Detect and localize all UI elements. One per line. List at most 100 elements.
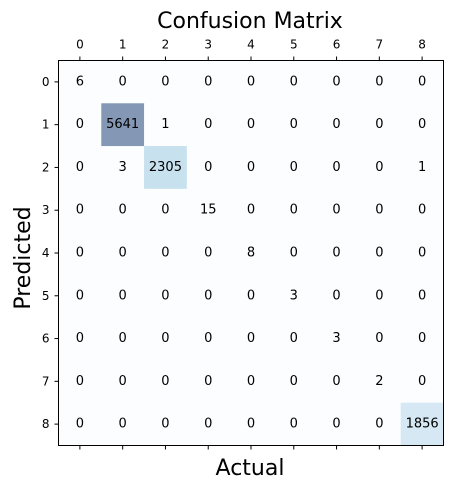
- heatmap-cell-6-8: [400, 317, 444, 361]
- heatmap-cell-8-1: [101, 402, 145, 446]
- cell-value-7-2: 0: [161, 374, 169, 389]
- cell-value-2-1: 3: [119, 160, 127, 175]
- y-tick-label-5: 5: [42, 289, 50, 303]
- y-axis-label: Predicted: [11, 206, 36, 309]
- cell-value-0-8: 0: [418, 74, 426, 89]
- heatmap-cell-4-1: [101, 231, 145, 275]
- cell-value-0-4: 0: [247, 74, 255, 89]
- heatmap-cell-8-7: [357, 402, 402, 446]
- cell-value-1-4: 0: [247, 117, 255, 132]
- cell-value-5-0: 0: [76, 288, 84, 303]
- heatmap-cell-1-3: [186, 103, 231, 147]
- heatmap-cell-4-7: [357, 231, 402, 275]
- cell-value-8-1: 0: [119, 417, 127, 432]
- heatmap-cell-3-5: [272, 188, 316, 233]
- y-tick-label-4: 4: [42, 246, 50, 260]
- heatmap-cell-3-0: [58, 188, 102, 233]
- heatmap-cell-3-3: [186, 188, 231, 233]
- heatmap-cell-7-8: [400, 359, 444, 404]
- cell-value-6-2: 0: [161, 331, 169, 346]
- heatmap-cell-2-1: [101, 146, 145, 190]
- heatmap-cell-4-4: [229, 231, 273, 275]
- y-tick-label-0: 0: [42, 75, 50, 89]
- heatmap-cell-2-5: [272, 146, 316, 190]
- heatmap-cell-4-6: [315, 231, 359, 275]
- heatmap-cell-7-3: [186, 359, 231, 404]
- heatmap-cell-3-1: [101, 188, 145, 233]
- cell-value-4-5: 0: [290, 246, 298, 261]
- heatmap-cell-3-7: [357, 188, 402, 233]
- heatmap-cell-0-8: [400, 60, 444, 104]
- cell-value-2-4: 0: [247, 160, 255, 175]
- heatmap-cell-2-2: [144, 146, 188, 190]
- cell-value-1-1: 5641: [106, 117, 139, 132]
- x-tick-label-7: 7: [376, 38, 384, 52]
- heatmap-cell-7-0: [58, 359, 102, 404]
- heatmap-cell-6-3: [186, 317, 231, 361]
- cell-value-4-6: 0: [332, 246, 340, 261]
- heatmap-cell-0-7: [357, 60, 402, 104]
- cell-value-5-2: 0: [161, 288, 169, 303]
- heatmap-cell-8-8: [400, 402, 444, 446]
- heatmap-cell-7-4: [229, 359, 273, 404]
- cell-value-8-2: 0: [161, 417, 169, 432]
- heatmap-cell-4-2: [144, 231, 188, 275]
- cell-value-2-0: 0: [76, 160, 84, 175]
- cell-value-8-0: 0: [76, 417, 84, 432]
- cell-value-5-7: 0: [375, 288, 383, 303]
- x-axis-label: Actual: [216, 456, 285, 481]
- plot-frame: [58, 60, 444, 446]
- cell-value-7-6: 0: [332, 374, 340, 389]
- cell-value-4-2: 0: [161, 246, 169, 261]
- heatmap-cell-6-1: [101, 317, 145, 361]
- cell-value-2-6: 0: [332, 160, 340, 175]
- cell-value-4-7: 0: [375, 246, 383, 261]
- x-tick-label-5: 5: [290, 38, 298, 52]
- heatmap-cell-1-4: [229, 103, 273, 147]
- heatmap-cell-5-7: [357, 274, 402, 318]
- heatmap-cell-5-5: [272, 274, 316, 318]
- heatmap-cell-3-6: [315, 188, 359, 233]
- heatmap-cell-5-8: [400, 274, 444, 318]
- cell-value-5-3: 0: [204, 288, 212, 303]
- cell-value-6-1: 0: [119, 331, 127, 346]
- heatmap-cell-1-5: [272, 103, 316, 147]
- cell-value-4-4: 8: [247, 246, 255, 261]
- heatmap-cell-5-6: [315, 274, 359, 318]
- x-tick-label-3: 3: [204, 38, 212, 52]
- cell-value-8-8: 1856: [406, 417, 439, 432]
- heatmap-cell-2-0: [58, 146, 102, 190]
- heatmap-cell-5-4: [229, 274, 273, 318]
- cell-value-5-5: 3: [290, 288, 298, 303]
- x-tick-label-2: 2: [162, 38, 170, 52]
- heatmap-cell-5-1: [101, 274, 145, 318]
- heatmap-cell-8-3: [186, 402, 231, 446]
- cell-value-6-6: 3: [332, 331, 340, 346]
- heatmap-cell-0-2: [144, 60, 188, 104]
- cell-value-5-4: 0: [247, 288, 255, 303]
- heatmap-cells: 6 0 0 0 0 0 0 0 0 0 5641 1 0 0 0 0 0 0 0 3 2305 0 0 0 0 0 1 0 0 0 15 0 0…: [58, 60, 444, 446]
- x-tick-label-4: 4: [247, 38, 255, 52]
- heatmap-cell-1-6: [315, 103, 359, 147]
- heatmap-cell-0-4: [229, 60, 273, 104]
- heatmap-cell-3-8: [400, 188, 444, 233]
- y-tick-label-6: 6: [42, 332, 50, 346]
- cell-value-7-1: 0: [119, 374, 127, 389]
- cell-value-3-3: 15: [200, 203, 217, 218]
- cell-value-0-5: 0: [290, 74, 298, 89]
- cell-value-6-5: 0: [290, 331, 298, 346]
- heatmap-cell-2-3: [186, 146, 231, 190]
- cell-value-0-0: 6: [76, 74, 84, 89]
- cell-value-8-7: 0: [375, 417, 383, 432]
- cell-value-3-2: 0: [161, 203, 169, 218]
- cell-value-1-7: 0: [375, 117, 383, 132]
- cell-value-2-8: 1: [418, 160, 426, 175]
- cell-value-6-8: 0: [418, 331, 426, 346]
- heatmap-cell-3-2: [144, 188, 188, 233]
- cell-value-0-6: 0: [332, 74, 340, 89]
- cell-value-7-5: 0: [290, 374, 298, 389]
- cell-value-2-5: 0: [290, 160, 298, 175]
- heatmap-cell-1-0: [58, 103, 102, 147]
- cell-value-6-3: 0: [204, 331, 212, 346]
